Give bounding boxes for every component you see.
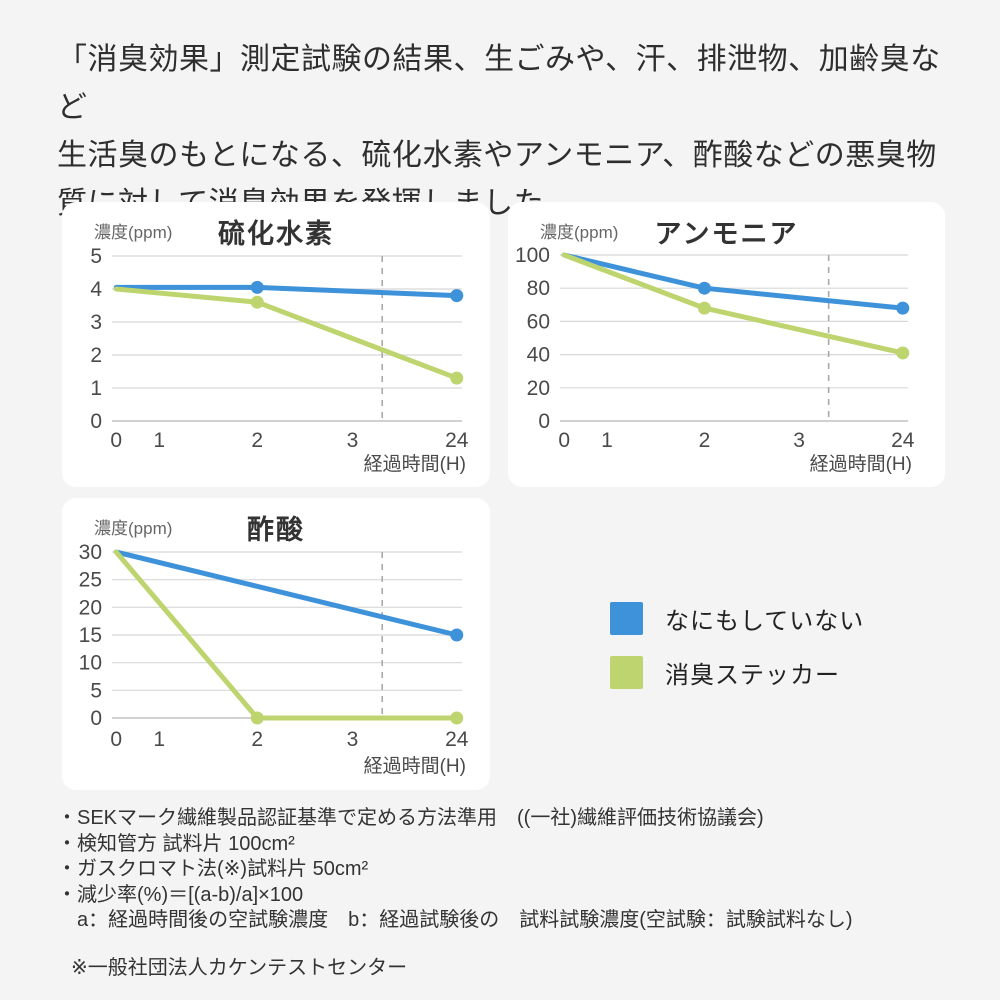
y-tick-label: 5 [90, 245, 102, 268]
series-line [113, 549, 460, 638]
data-point [896, 301, 910, 315]
chart-title-ammonia: アンモニア [654, 219, 799, 249]
x-tick-label: 3 [347, 429, 359, 452]
footnote-line: ・検知管方 試料片 100cm² [57, 832, 295, 855]
y-tick-label: 25 [79, 569, 102, 592]
y-tick-label: 5 [90, 679, 102, 702]
legend-item-untreated: なにもしていない [610, 601, 864, 636]
y-tick-label: 0 [538, 410, 550, 433]
x-tick-label: 2 [699, 429, 711, 452]
y-tick-label: 20 [79, 596, 102, 619]
y-tick-label: 80 [527, 277, 550, 300]
x-tick-label: 24 [445, 429, 469, 452]
y-tick-label: 0 [90, 707, 102, 730]
footnotes: ・SEKマーク繊維製品認証基準で定める方法準用 ((一社)繊維評価技術協議会) … [57, 806, 987, 980]
chart-card-ammonia: 0 20 40 60 80 100 0 1 2 3 24 経過時間(H) 濃度(ppm) アンモニア [508, 202, 945, 487]
x-tick-label: 3 [347, 728, 359, 751]
y-tick-label: 0 [90, 410, 102, 433]
x-tick-label: 0 [110, 429, 122, 452]
footnote-line: ・減少率(%)＝[(a-b)/a]×100 [57, 883, 304, 906]
data-point [250, 280, 264, 294]
y-tick-label: 20 [527, 377, 550, 400]
x-tick-label: 1 [601, 429, 613, 452]
chart-card-hydrogen-sulfide: 0 1 2 3 4 5 0 1 2 3 24 経過時間(H) 濃度(ppm) 硫化水素 [62, 202, 490, 487]
y-axis-unit-label: 濃度(ppm) [540, 223, 619, 242]
chart-card-acetic-acid: 0 5 10 15 20 25 30 0 1 2 3 24 経過時間(H) 濃度(ppm) 酢酸 [62, 498, 490, 790]
data-point [450, 628, 464, 642]
x-tick-label: 2 [251, 429, 263, 452]
footnote-line: a：経過時間後の空試験濃度 b：経過試験後の 試料試験濃度(空試験：試験試料なし… [57, 909, 853, 931]
y-axis-unit-label: 濃度(ppm) [94, 519, 173, 538]
legend-swatch-sticker-icon [610, 656, 643, 689]
series-line [113, 286, 460, 381]
x-tick-label: 0 [558, 429, 570, 452]
y-tick-label: 100 [515, 244, 550, 267]
data-point [697, 301, 711, 315]
data-point [450, 371, 464, 385]
y-tick-label: 3 [90, 311, 102, 334]
legend-item-sticker: 消臭ステッカー [610, 655, 864, 690]
x-axis-title: 経過時間(H) [810, 453, 912, 475]
source-note: ※一般社団法人カケンテストセンター [71, 956, 408, 979]
y-tick-label: 60 [527, 310, 550, 333]
chart-title-acetic-acid: 酢酸 [247, 515, 305, 545]
y-tick-label: 2 [90, 344, 102, 367]
legend-label-sticker: 消臭ステッカー [665, 662, 840, 689]
x-tick-label: 24 [891, 429, 915, 452]
data-point [450, 289, 464, 303]
data-point [896, 346, 910, 360]
acetic-acid-chart: 0 5 10 15 20 25 30 0 1 2 3 24 経過時間(H) [79, 541, 469, 777]
y-tick-label: 30 [79, 541, 102, 564]
footnote-line: ・ガスクロマト法(※)試料片 50cm² [57, 858, 369, 880]
x-axis-title: 経過時間(H) [364, 453, 466, 475]
data-point [697, 281, 711, 295]
x-axis-title: 経過時間(H) [364, 755, 466, 777]
y-axis-unit-label: 濃度(ppm) [94, 223, 173, 242]
footnote-line: ・SEKマーク繊維製品認証基準で定める方法準用 ((一社)繊維評価技術協議会) [57, 807, 764, 829]
series-line [561, 252, 906, 311]
chart-title-hydrogen-sulfide: 硫化水素 [218, 219, 334, 249]
y-tick-label: 1 [90, 377, 102, 400]
y-tick-label: 15 [79, 624, 102, 647]
legend: なにもしていない 消臭ステッカー [610, 601, 864, 709]
x-tick-label: 3 [793, 429, 805, 452]
y-tick-label: 4 [90, 278, 102, 301]
header-text: 「消臭効果」測定試験の結果、生ごみや、汗、排泄物、加齢臭など 生活臭のもとになる… [57, 43, 941, 220]
y-tick-label: 40 [527, 344, 550, 367]
x-tick-label: 24 [445, 728, 469, 751]
x-tick-label: 1 [153, 429, 165, 452]
legend-swatch-untreated-icon [610, 602, 643, 635]
data-point [250, 711, 264, 725]
x-tick-label: 2 [251, 728, 263, 751]
x-tick-label: 1 [153, 728, 165, 751]
data-point [250, 295, 264, 309]
data-point [450, 711, 464, 725]
x-tick-label: 0 [110, 728, 122, 751]
legend-label-untreated: なにもしていない [665, 608, 865, 635]
y-tick-label: 10 [79, 652, 102, 675]
